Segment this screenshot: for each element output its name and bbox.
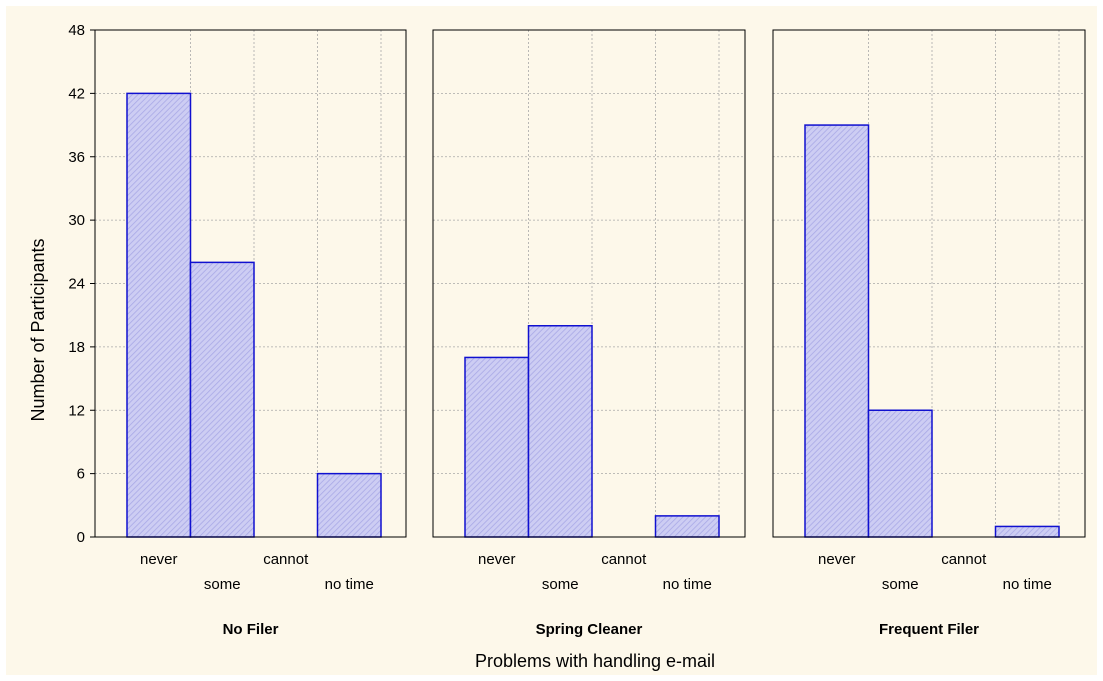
x-tick-label: some bbox=[542, 576, 579, 593]
y-tick-label: 36 bbox=[68, 149, 85, 166]
bar-never bbox=[804, 124, 870, 538]
bar-never bbox=[126, 92, 192, 538]
bar-no-time bbox=[994, 525, 1060, 538]
bar-some bbox=[527, 325, 593, 538]
x-tick-label: some bbox=[882, 576, 919, 593]
x-tick-label: never bbox=[140, 551, 178, 568]
x-tick-label: some bbox=[204, 576, 241, 593]
x-axis-label: Problems with handling e-mail bbox=[475, 651, 715, 671]
bar-some bbox=[189, 261, 255, 538]
panel-frame bbox=[432, 29, 746, 538]
y-tick-label: 6 bbox=[77, 466, 85, 483]
panel-1: never some cannot no time No Filer bbox=[94, 29, 407, 638]
bar-never bbox=[464, 356, 530, 538]
y-tick-label: 30 bbox=[68, 212, 85, 229]
x-tick-label: no time bbox=[325, 576, 374, 593]
panel-title: Spring Cleaner bbox=[536, 621, 643, 638]
x-tick-label: never bbox=[478, 551, 516, 568]
y-tick-label: 18 bbox=[68, 339, 85, 356]
panel-title: No Filer bbox=[223, 621, 279, 638]
y-axis-label: Number of Participants bbox=[28, 238, 48, 421]
x-tick-label: cannot bbox=[601, 551, 647, 568]
x-tick-label: never bbox=[818, 551, 856, 568]
y-tick-label: 48 bbox=[68, 22, 85, 39]
panel-2: never some cannot no time Spring Cleaner bbox=[432, 29, 746, 638]
x-tick-label: no time bbox=[663, 576, 712, 593]
y-tick-label: 0 bbox=[77, 529, 85, 546]
y-tick-label: 24 bbox=[68, 276, 85, 293]
x-tick-label: cannot bbox=[941, 551, 987, 568]
panel-3: never some cannot no time Frequent Filer bbox=[772, 29, 1086, 638]
bar-no-time bbox=[654, 515, 720, 538]
y-tick-label: 12 bbox=[68, 402, 85, 419]
x-tick-label: cannot bbox=[263, 551, 309, 568]
bar-some bbox=[867, 409, 933, 538]
panels: never some cannot no time No Filer never some c… bbox=[68, 22, 1086, 638]
bar-no-time bbox=[316, 472, 382, 538]
y-tick-label: 42 bbox=[68, 85, 85, 102]
panel-title: Frequent Filer bbox=[879, 621, 979, 638]
panel-frame bbox=[772, 29, 1086, 538]
x-tick-label: no time bbox=[1003, 576, 1052, 593]
